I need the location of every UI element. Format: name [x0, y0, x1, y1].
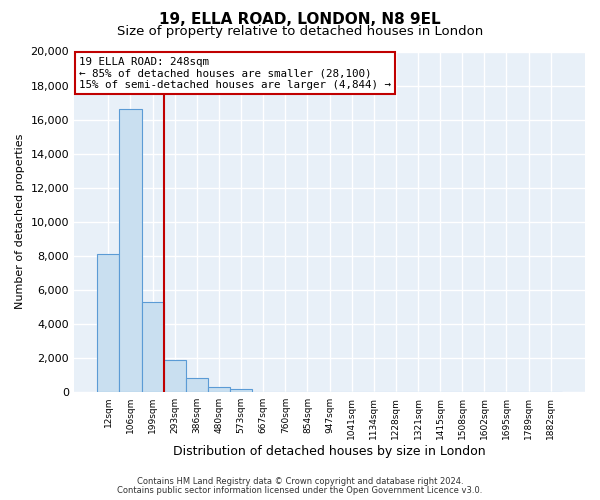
Text: 19, ELLA ROAD, LONDON, N8 9EL: 19, ELLA ROAD, LONDON, N8 9EL	[159, 12, 441, 28]
Y-axis label: Number of detached properties: Number of detached properties	[15, 134, 25, 310]
Text: Contains HM Land Registry data © Crown copyright and database right 2024.: Contains HM Land Registry data © Crown c…	[137, 477, 463, 486]
Bar	[97, 254, 119, 392]
Text: 19 ELLA ROAD: 248sqm
← 85% of detached houses are smaller (28,100)
15% of semi-d: 19 ELLA ROAD: 248sqm ← 85% of detached h…	[79, 56, 391, 90]
X-axis label: Distribution of detached houses by size in London: Distribution of detached houses by size …	[173, 444, 486, 458]
Bar	[142, 302, 164, 392]
Bar	[186, 378, 208, 392]
Bar	[230, 388, 252, 392]
Text: Contains public sector information licensed under the Open Government Licence v3: Contains public sector information licen…	[118, 486, 482, 495]
Text: Size of property relative to detached houses in London: Size of property relative to detached ho…	[117, 25, 483, 38]
Bar	[164, 360, 186, 392]
Bar	[208, 387, 230, 392]
Bar	[119, 110, 142, 392]
